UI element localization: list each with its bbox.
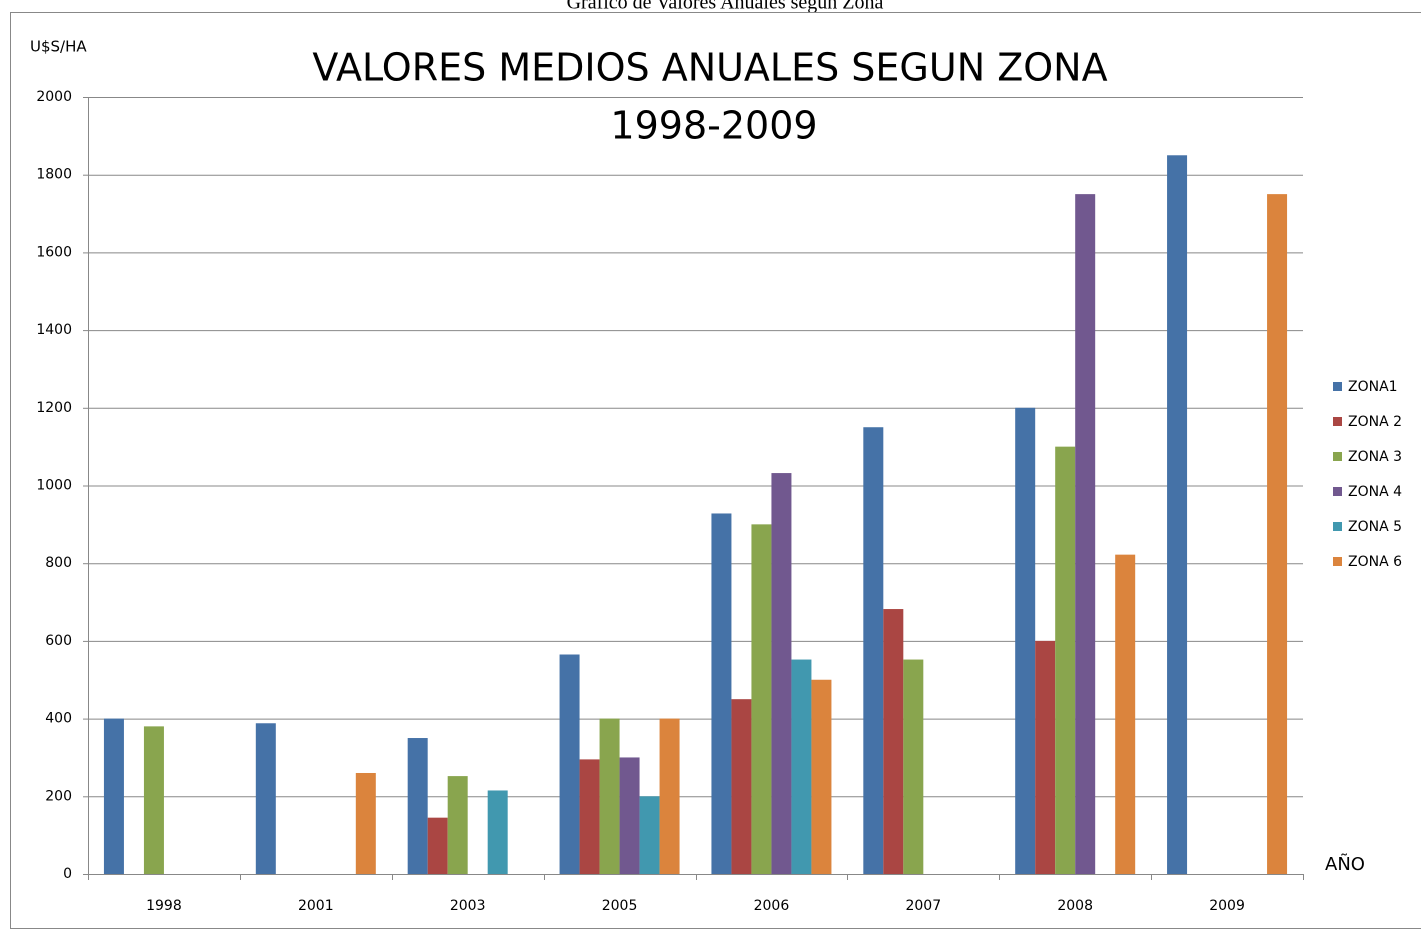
legend-swatch	[1333, 522, 1342, 531]
bar	[1267, 194, 1287, 874]
x-axis-label: AÑO	[1325, 853, 1365, 875]
y-axis-label: U$S/HA	[30, 38, 87, 56]
x-tick-label: 2008	[1057, 898, 1093, 914]
bar	[256, 723, 276, 874]
bar	[863, 427, 883, 874]
bar	[488, 790, 508, 874]
bar	[751, 524, 771, 874]
x-tick-label: 2005	[602, 898, 638, 914]
legend-swatch	[1333, 417, 1342, 426]
bar	[640, 796, 660, 874]
legend-swatch	[1333, 557, 1342, 566]
legend-swatch	[1333, 382, 1342, 391]
bar	[811, 680, 831, 874]
bar	[1055, 447, 1075, 874]
y-tick-label: 1400	[36, 322, 72, 338]
y-tick-label: 1800	[36, 167, 72, 183]
legend-label: ZONA 4	[1348, 484, 1402, 500]
legend-label: ZONA1	[1348, 379, 1398, 395]
bar	[1115, 555, 1135, 874]
bar	[580, 759, 600, 874]
x-tick-label: 1998	[146, 898, 182, 914]
bar	[883, 609, 903, 874]
bar	[428, 818, 448, 874]
bar	[903, 660, 923, 874]
y-tick-label: 600	[45, 633, 72, 649]
bar	[1075, 194, 1095, 874]
bar	[1167, 155, 1187, 874]
chart-title: VALORES MEDIOS ANUALES SEGUN ZONA	[312, 46, 1107, 90]
bar	[104, 719, 124, 874]
x-tick-label: 2003	[450, 898, 486, 914]
bar	[560, 654, 580, 874]
y-tick-label: 1000	[36, 478, 72, 494]
legend-swatch	[1333, 487, 1342, 496]
y-tick-label: 800	[45, 555, 72, 571]
bar	[448, 776, 468, 874]
legend-label: ZONA 3	[1348, 449, 1402, 465]
y-tick-label: 1200	[36, 400, 72, 416]
x-tick-label: 2007	[905, 898, 941, 914]
legend-swatch	[1333, 452, 1342, 461]
chart-subtitle: 1998-2009	[610, 104, 817, 148]
bar	[791, 660, 811, 874]
bar	[1035, 641, 1055, 874]
legend-label: ZONA 2	[1348, 414, 1402, 430]
y-tick-label: 1600	[36, 244, 72, 260]
bar	[711, 513, 731, 874]
bar	[731, 699, 751, 874]
bar	[660, 719, 680, 874]
bar	[1015, 408, 1035, 874]
x-tick-label: 2001	[298, 898, 334, 914]
caption: Gráfico de Valores Anuales según Zona	[567, 0, 884, 14]
x-tick-label: 2009	[1209, 898, 1245, 914]
bar	[600, 719, 620, 874]
x-tick-label: 2006	[754, 898, 790, 914]
y-tick-label: 200	[45, 788, 72, 804]
y-tick-label: 400	[45, 711, 72, 727]
bar	[620, 757, 640, 874]
y-tick-label: 0	[63, 866, 72, 882]
bar	[771, 473, 791, 874]
bar	[144, 726, 164, 874]
bar	[408, 738, 428, 874]
y-tick-label: 2000	[36, 89, 72, 105]
bar	[356, 773, 376, 874]
legend-label: ZONA 6	[1348, 554, 1402, 570]
legend-label: ZONA 5	[1348, 519, 1402, 535]
